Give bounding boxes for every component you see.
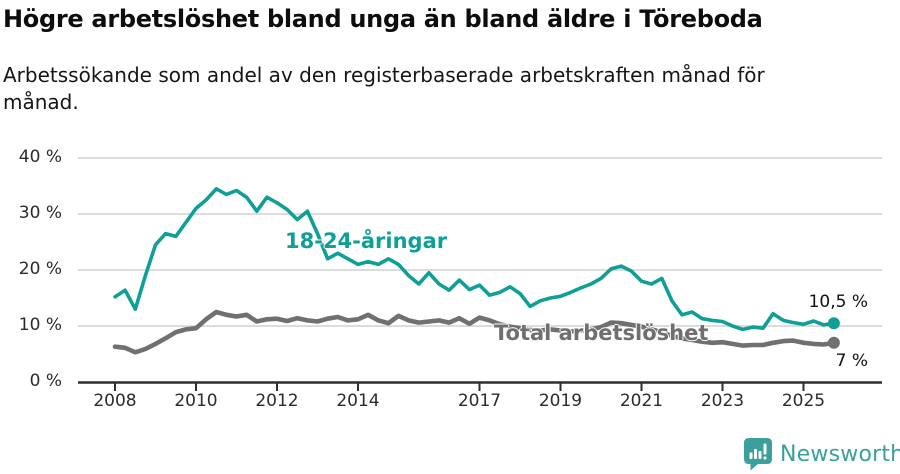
y-axis-tick-label: 20 % [18,259,62,279]
page-title: Högre arbetslöshet bland unga än bland ä… [3,5,763,33]
series-endpoint-dot-youth [827,317,840,330]
y-axis-tick-label: 30 % [18,203,62,223]
speech-bubble-bar-chart-icon [744,438,772,471]
x-axis-tick-label: 2014 [336,391,380,411]
y-axis-tick-label: 10 % [18,315,62,335]
x-axis-tick-label: 2012 [255,391,299,411]
newsworthy-logo: Newsworthy [744,438,900,471]
x-axis-tick-label: 2025 [781,391,826,411]
x-axis-tick-label: 2021 [619,391,664,411]
series-endpoint-dot-total [827,336,840,349]
end-value-label-youth: 10,5 % [808,292,868,312]
x-axis-tick-label: 2010 [174,391,218,411]
x-axis-tick-label: 2008 [93,391,137,411]
series-line-youth [113,187,836,332]
series-label-youth: 18-24-åringar [285,229,448,253]
y-axis-tick-label: 0 % [29,371,62,391]
x-axis-tick-label: 2023 [700,391,745,411]
series-line-total [112,309,837,355]
brand-name: Newsworthy [780,442,900,467]
x-axis-tick-label: 2019 [538,391,583,411]
y-axis-tick-label: 40 % [18,147,62,167]
page-subtitle: Arbetssökande som andel av den registerb… [3,63,765,114]
series-label-total: Total arbetslöshet [494,321,709,345]
x-axis-tick-label: 2017 [457,391,502,411]
end-value-label-total: 7 % [835,351,868,371]
